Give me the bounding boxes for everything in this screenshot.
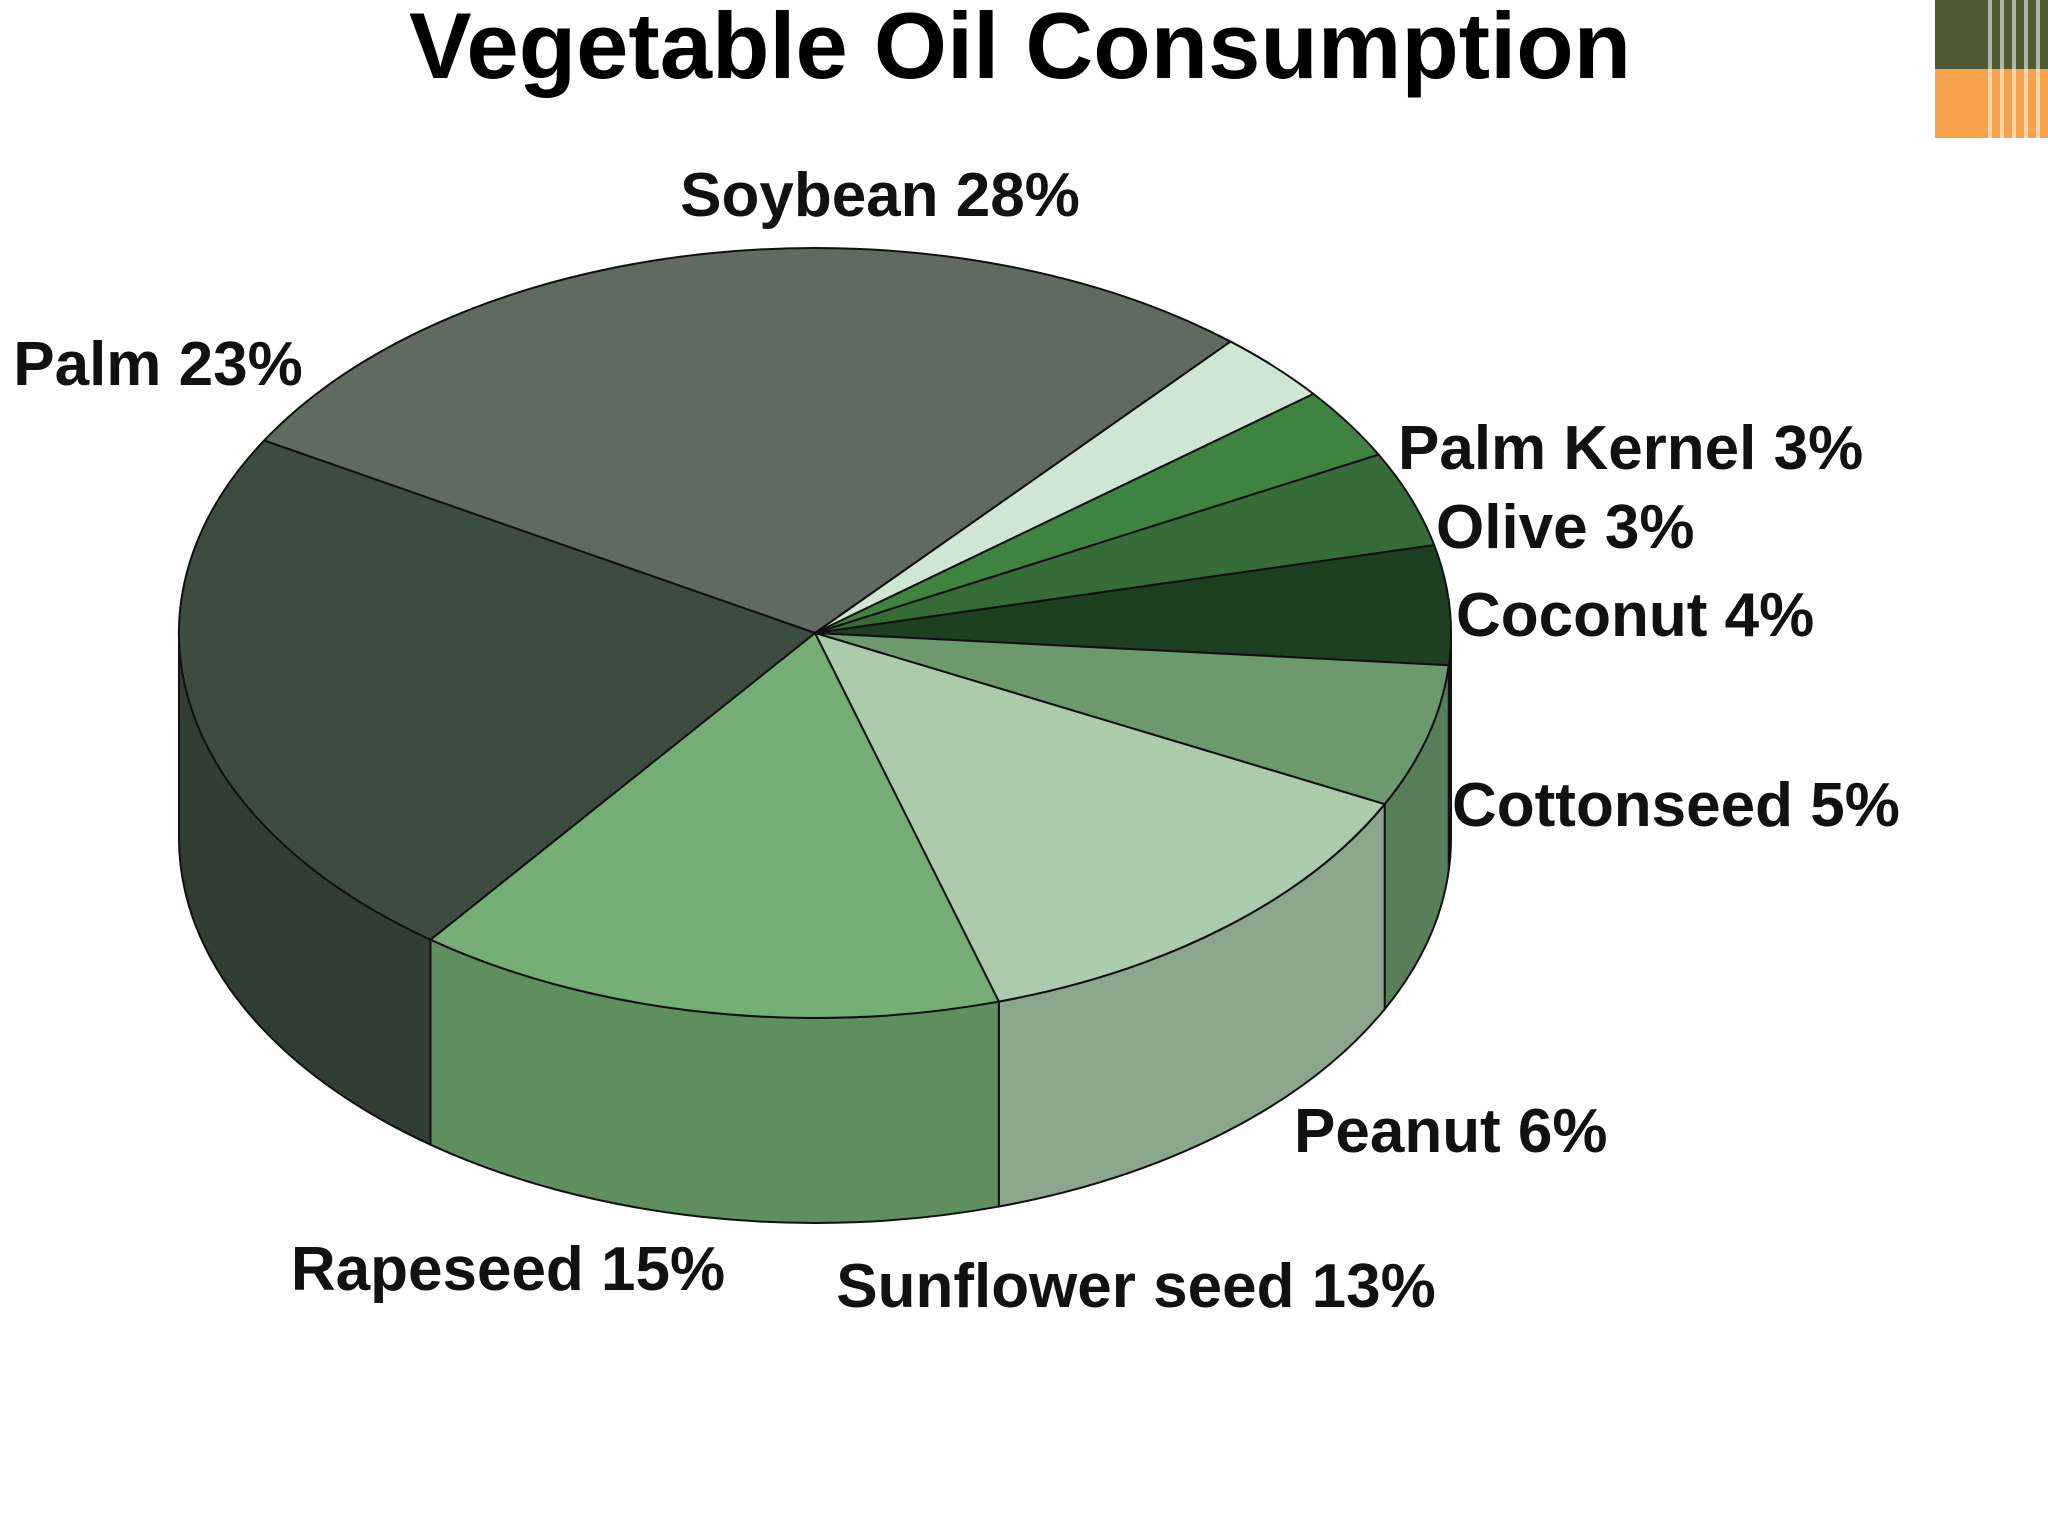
slice-label-rapeseed: Rapeseed 15% — [291, 1235, 725, 1304]
slice-label-palm-kernel: Palm Kernel 3% — [1398, 414, 1863, 483]
corner-stripes — [1988, 0, 2048, 138]
pie-tops — [178, 247, 1452, 1020]
chart-title: Vegetable Oil Consumption — [409, 0, 1631, 98]
pie-slice-cottonseed — [814, 543, 1452, 667]
slice-label-olive: Olive 3% — [1436, 493, 1694, 562]
slice-label-cottonseed: Cottonseed 5% — [1452, 771, 1900, 840]
pie-slice-palm — [178, 439, 818, 941]
slice-label-sunflower-seed: Sunflower seed 13% — [836, 1252, 1436, 1321]
pie-slice-rapeseed — [428, 631, 1001, 1020]
pie-sides — [178, 632, 1452, 1225]
pie-slice-soybean — [262, 247, 1233, 635]
pie-labels: Soybean 28% Palm Kernel 3% Olive 3% Coconut… — [13, 161, 1900, 1321]
corner-decoration — [1935, 0, 2048, 138]
pie-slice-sunflower-seed — [813, 631, 1387, 1003]
pie-slice-peanut — [814, 632, 1450, 806]
slice-label-soybean: Soybean 28% — [680, 161, 1080, 230]
slice-label-coconut: Coconut 4% — [1456, 581, 1814, 650]
slice-label-palm: Palm 23% — [13, 330, 303, 399]
slice-label-peanut: Peanut 6% — [1294, 1097, 1608, 1166]
